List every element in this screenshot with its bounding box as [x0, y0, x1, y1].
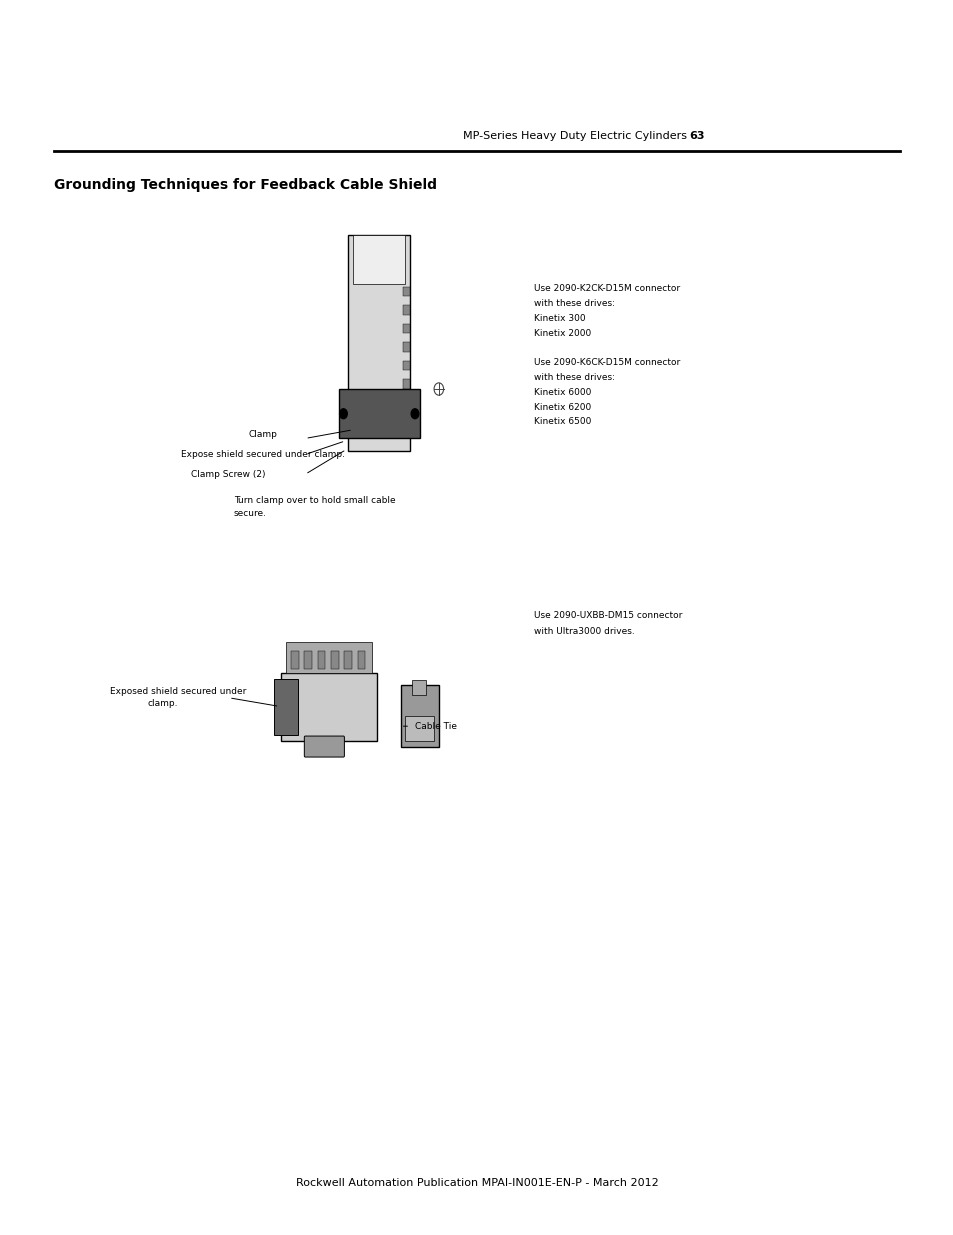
Bar [402, 305, 410, 315]
FancyBboxPatch shape [274, 679, 297, 735]
Text: 63: 63 [689, 131, 704, 141]
Bar [402, 287, 410, 296]
Text: Kinetix 6200: Kinetix 6200 [534, 403, 591, 411]
Text: clamp.: clamp. [148, 699, 178, 709]
Text: Kinetix 6000: Kinetix 6000 [534, 388, 591, 396]
Text: Use 2090-K6CK-D15M connector: Use 2090-K6CK-D15M connector [534, 358, 679, 367]
Text: Rockwell Automation Publication MPAI-IN001E-EN-P - March 2012: Rockwell Automation Publication MPAI-IN0… [295, 1178, 658, 1188]
Bar [304, 651, 312, 669]
Circle shape [339, 409, 347, 419]
Text: Use 2090-K2CK-D15M connector: Use 2090-K2CK-D15M connector [534, 284, 679, 293]
FancyBboxPatch shape [405, 716, 434, 741]
Text: Kinetix 300: Kinetix 300 [534, 314, 585, 322]
Text: Clamp: Clamp [248, 430, 276, 440]
Text: with these drives:: with these drives: [534, 373, 615, 382]
Bar [357, 651, 365, 669]
Bar [402, 361, 410, 370]
Text: secure.: secure. [233, 509, 267, 517]
Text: Kinetix 6500: Kinetix 6500 [534, 417, 591, 426]
Bar [402, 342, 410, 352]
Text: Cable Tie: Cable Tie [415, 721, 456, 731]
Text: Clamp Screw (2): Clamp Screw (2) [191, 469, 265, 479]
Text: Exposed shield secured under: Exposed shield secured under [110, 687, 246, 697]
FancyBboxPatch shape [304, 736, 344, 757]
Text: Turn clamp over to hold small cable: Turn clamp over to hold small cable [233, 496, 395, 505]
FancyBboxPatch shape [353, 235, 405, 284]
Bar [402, 416, 410, 426]
Bar [291, 651, 298, 669]
Text: Kinetix 2000: Kinetix 2000 [534, 329, 591, 337]
Bar [402, 379, 410, 389]
FancyBboxPatch shape [348, 235, 410, 451]
FancyBboxPatch shape [412, 680, 426, 695]
Bar [402, 398, 410, 408]
Bar [317, 651, 325, 669]
Bar [402, 324, 410, 333]
Text: Use 2090-UXBB-DM15 connector: Use 2090-UXBB-DM15 connector [534, 611, 682, 620]
FancyBboxPatch shape [286, 642, 372, 673]
Text: with these drives:: with these drives: [534, 299, 615, 308]
Bar [331, 651, 338, 669]
FancyBboxPatch shape [281, 673, 376, 741]
FancyBboxPatch shape [400, 685, 438, 747]
Text: Grounding Techniques for Feedback Cable Shield: Grounding Techniques for Feedback Cable … [54, 178, 436, 191]
FancyBboxPatch shape [338, 389, 419, 438]
Bar [344, 651, 352, 669]
Circle shape [411, 409, 418, 419]
Text: MP-Series Heavy Duty Electric Cylinders: MP-Series Heavy Duty Electric Cylinders [462, 131, 686, 141]
Text: with Ultra3000 drives.: with Ultra3000 drives. [534, 627, 635, 636]
Text: Expose shield secured under clamp.: Expose shield secured under clamp. [181, 450, 345, 459]
